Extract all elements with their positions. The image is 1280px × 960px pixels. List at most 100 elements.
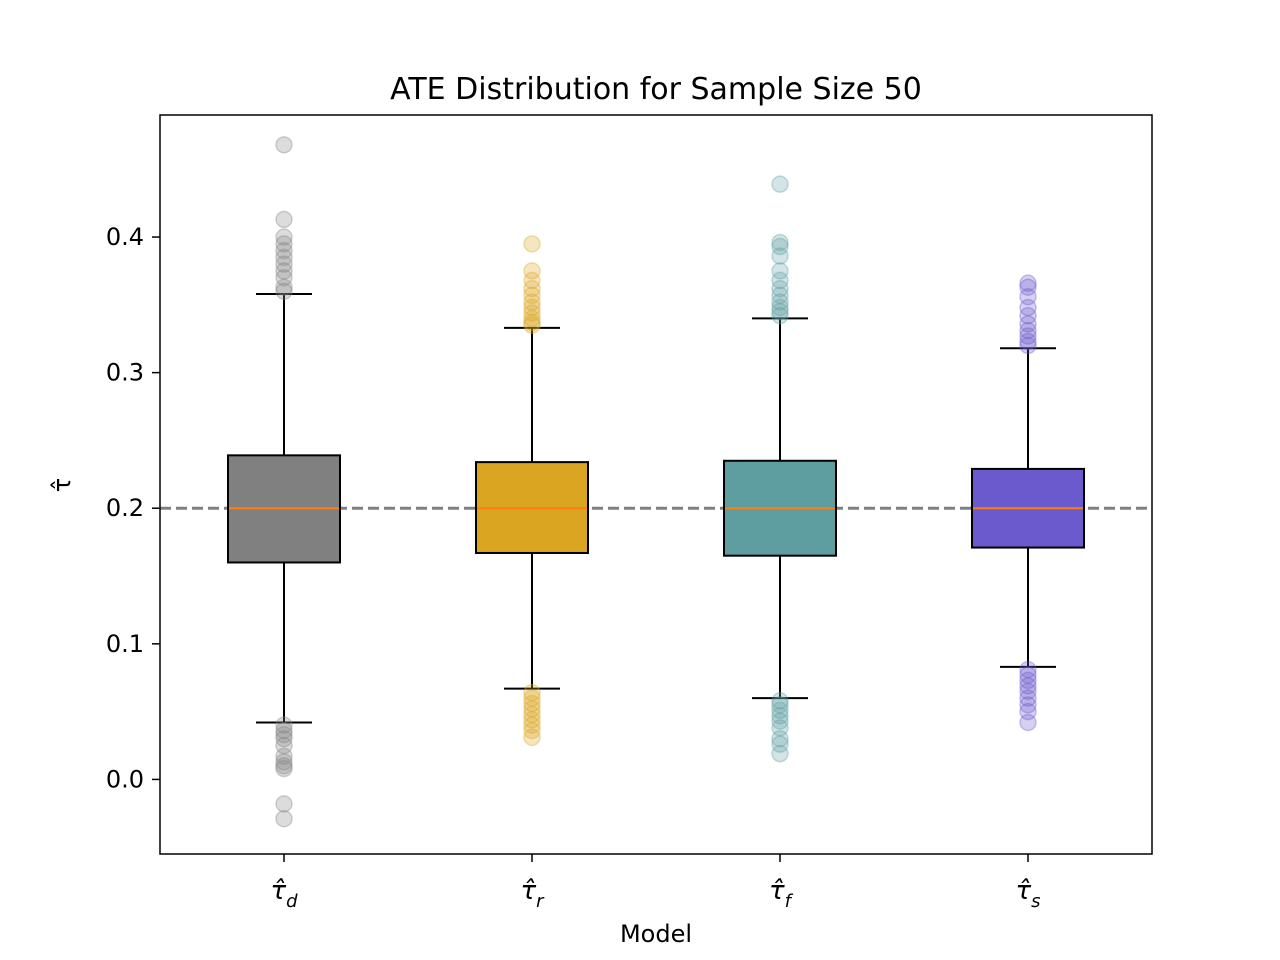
outlier-point-f-1: [771, 233, 789, 252]
outlier-point-s-7: [1019, 327, 1037, 345]
outlier-point-d-2: [275, 228, 293, 246]
outlier-point-d-11: [275, 716, 293, 734]
outlier-point-f-19: [771, 735, 789, 753]
outlier-point-d-0: [275, 136, 293, 154]
outlier-point-f-6: [771, 279, 789, 298]
outlier-point-f-4: [771, 262, 789, 280]
outlier-point-s-9: [1019, 336, 1037, 355]
outlier-point-s-10: [1019, 660, 1037, 679]
box-f: [723, 175, 837, 763]
outlier-point-f-10: [771, 302, 789, 321]
outlier-point-s-1: [1019, 278, 1037, 296]
outlier-point-f-16: [771, 712, 789, 730]
outlier-point-d-9: [275, 278, 293, 296]
outlier-point-s-2: [1019, 287, 1037, 306]
box-r: [475, 235, 589, 747]
outlier-point-d-12: [275, 721, 293, 740]
outlier-point-s-11: [1019, 666, 1037, 684]
plot-frame: [159, 114, 1153, 855]
outlier-point-r-0: [523, 235, 541, 253]
outlier-point-f-17: [771, 719, 789, 737]
outlier-point-r-10: [523, 316, 541, 334]
y-axis-label: τ̂: [48, 478, 76, 492]
y-tick-label-1: 0.1: [106, 630, 144, 658]
outlier-point-f-0: [771, 175, 789, 193]
outlier-point-s-15: [1019, 689, 1037, 707]
outlier-point-d-15: [275, 736, 293, 755]
outlier-point-d-14: [275, 729, 293, 748]
outlier-point-d-7: [275, 262, 293, 280]
outlier-point-d-6: [275, 255, 293, 273]
outlier-point-f-8: [771, 293, 789, 311]
outlier-point-s-13: [1019, 677, 1037, 695]
outlier-point-f-3: [771, 247, 789, 265]
outlier-point-s-8: [1019, 332, 1037, 351]
outlier-point-f-9: [771, 298, 789, 317]
outlier-point-f-12: [771, 692, 789, 710]
outlier-point-r-3: [523, 279, 541, 298]
outlier-point-d-17: [275, 753, 293, 771]
outlier-point-s-3: [1019, 298, 1037, 317]
outlier-point-s-12: [1019, 671, 1037, 690]
outlier-point-r-1: [523, 262, 541, 280]
outlier-point-r-5: [523, 293, 541, 311]
outlier-point-r-16: [523, 711, 541, 729]
outlier-point-r-9: [523, 313, 541, 332]
x-tick-label-s: τ̂s: [1015, 876, 1040, 912]
outlier-point-s-17: [1019, 702, 1037, 721]
outlier-point-d-19: [275, 759, 293, 778]
y-tick-label-2: 0.2: [106, 494, 144, 522]
outlier-point-f-2: [771, 237, 789, 256]
outlier-point-r-4: [523, 286, 541, 305]
outlier-point-f-14: [771, 701, 789, 720]
box-d: [227, 136, 341, 828]
outlier-point-r-19: [523, 728, 541, 747]
x-tick-label-f: τ̂f: [769, 876, 794, 912]
outlier-point-s-5: [1019, 315, 1037, 333]
outlier-point-r-12: [523, 689, 541, 707]
x-tick-label-r: τ̂r: [520, 876, 545, 912]
outlier-point-r-6: [523, 298, 541, 317]
outlier-point-d-16: [275, 747, 293, 766]
box-s: [971, 274, 1085, 732]
outlier-point-r-7: [523, 304, 541, 322]
x-tick-label-d: τ̂d: [270, 876, 298, 912]
outlier-point-d-20: [275, 795, 293, 813]
outlier-point-d-1: [275, 210, 293, 229]
y-tick-label-0: 0.0: [106, 765, 144, 793]
outlier-point-f-20: [771, 744, 789, 763]
outlier-point-s-6: [1019, 321, 1037, 340]
outlier-point-r-13: [523, 694, 541, 713]
outlier-point-d-10: [275, 282, 293, 301]
outlier-point-r-18: [523, 721, 541, 740]
chart-title: ATE Distribution for Sample Size 50: [390, 72, 922, 107]
outlier-point-r-8: [523, 309, 541, 328]
outlier-point-d-3: [275, 235, 293, 253]
outlier-point-d-5: [275, 248, 293, 267]
outlier-point-f-13: [771, 696, 789, 714]
outlier-point-f-15: [771, 706, 789, 725]
outlier-point-f-5: [771, 271, 789, 290]
outlier-point-d-4: [275, 241, 293, 260]
plot-area: τ̂d τ̂r τ̂f τ̂s 0.0 0.1 0.2 0.3 0.4: [106, 114, 1153, 912]
x-axis-label: Model: [620, 920, 692, 948]
outlier-point-d-18: [275, 757, 293, 775]
outlier-point-r-15: [523, 705, 541, 724]
outlier-point-s-14: [1019, 682, 1037, 701]
outlier-point-r-17: [523, 716, 541, 734]
outlier-point-f-18: [771, 729, 789, 748]
outlier-point-s-0: [1019, 274, 1037, 292]
y-tick-label-3: 0.3: [106, 359, 144, 387]
outlier-point-r-14: [523, 700, 541, 718]
outlier-point-d-21: [275, 809, 293, 828]
outlier-point-r-11: [523, 683, 541, 702]
outlier-point-d-8: [275, 268, 293, 287]
y-tick-label-4: 0.4: [106, 223, 144, 251]
outlier-point-s-16: [1019, 696, 1037, 714]
outlier-point-r-2: [523, 271, 541, 290]
outlier-point-s-4: [1019, 306, 1037, 325]
outlier-point-f-7: [771, 286, 789, 305]
outlier-point-s-18: [1019, 713, 1037, 732]
outlier-point-f-11: [771, 306, 789, 325]
